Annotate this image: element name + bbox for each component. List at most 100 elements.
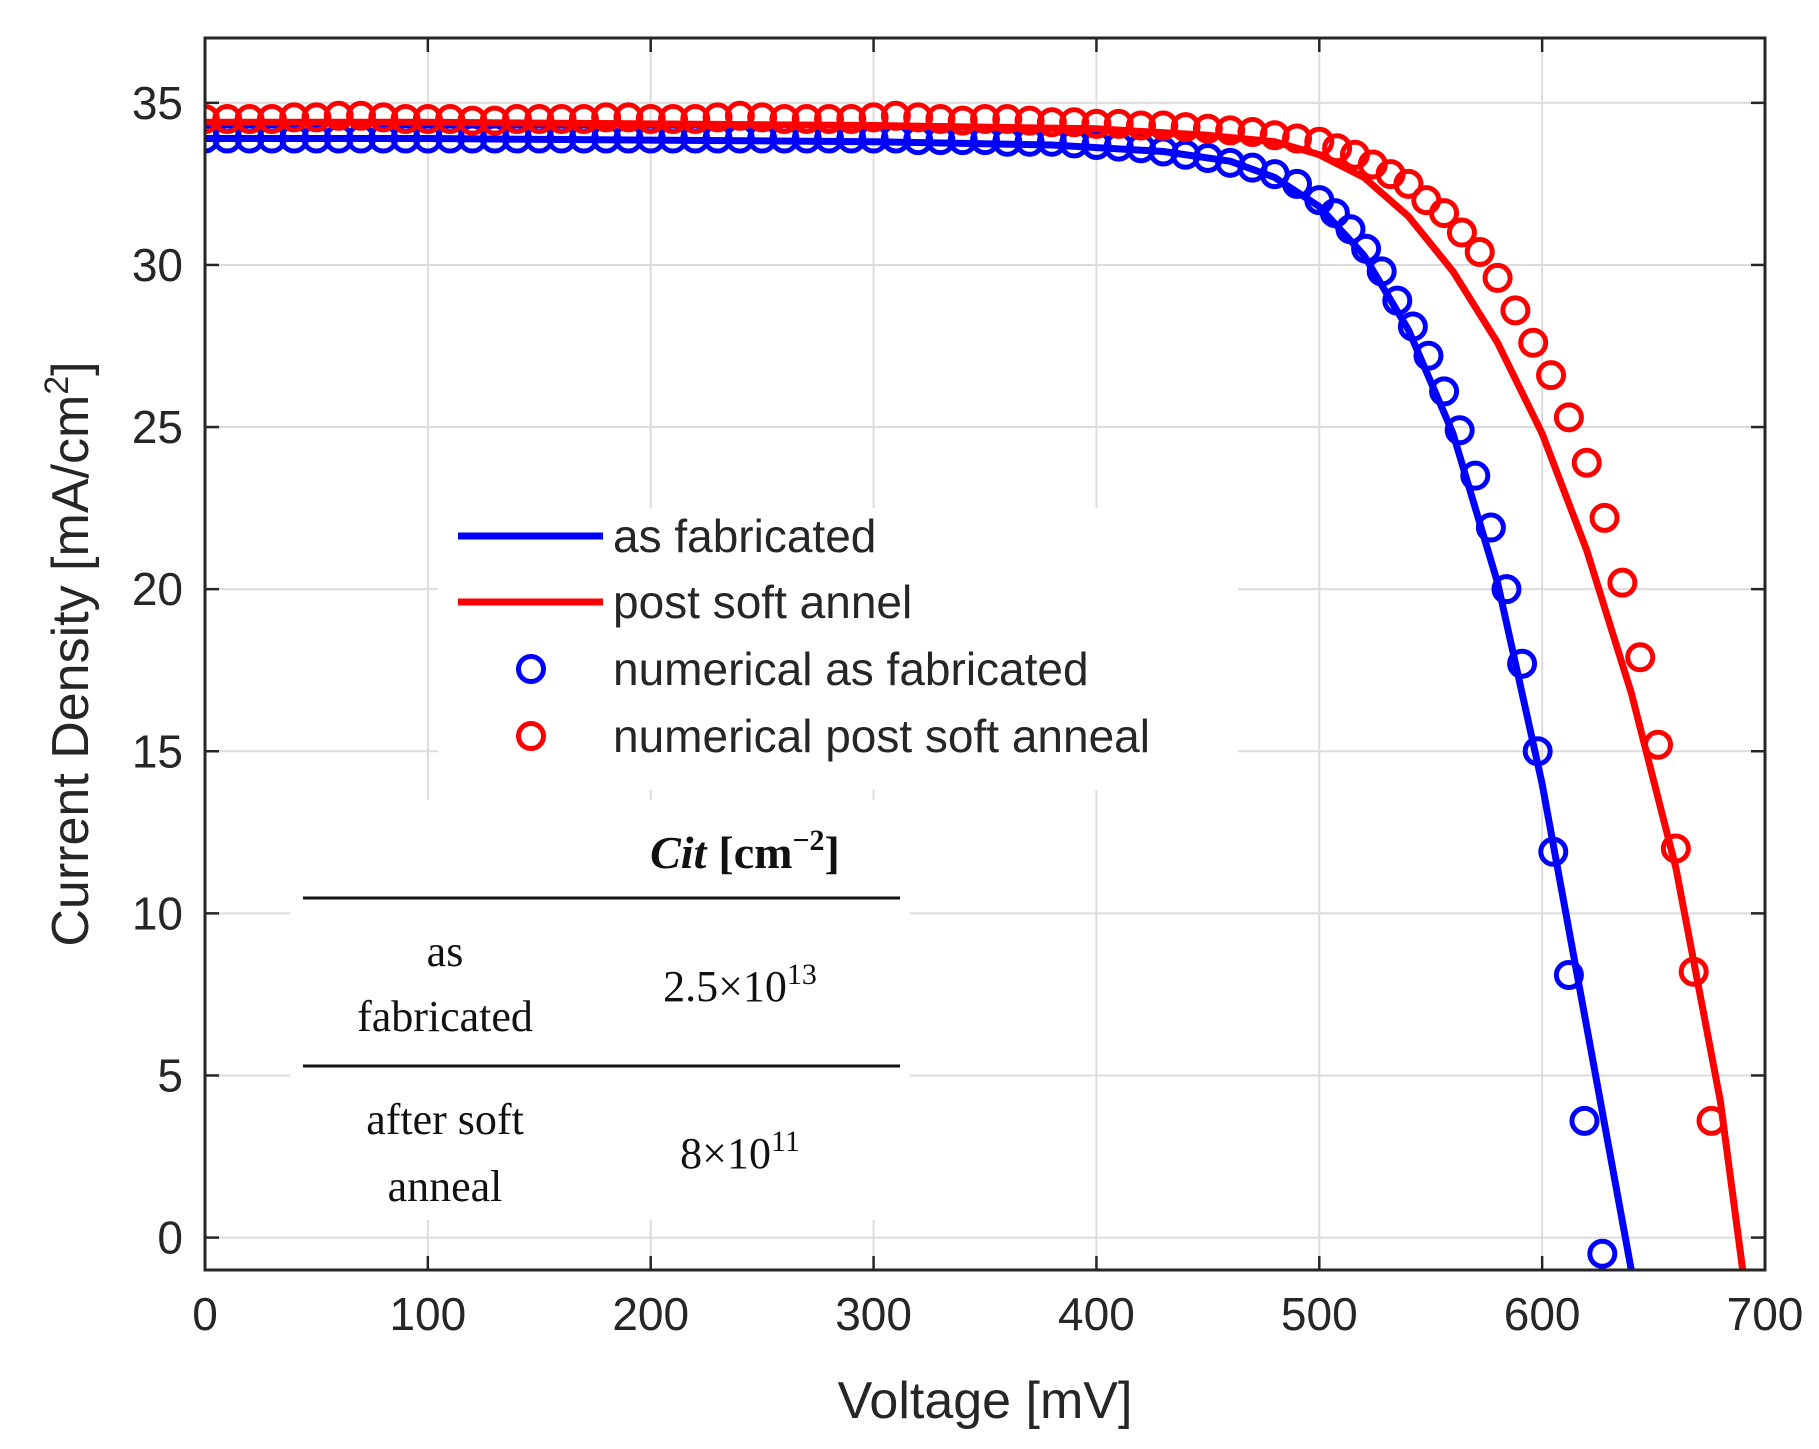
cit-value-exponent: 11: [771, 1125, 800, 1158]
data-point: [858, 102, 889, 133]
data-point: [1553, 402, 1584, 433]
data-point: [680, 104, 711, 135]
legend-background: [438, 508, 1238, 790]
data-point: [1036, 107, 1067, 138]
data-point: [635, 104, 666, 135]
data-point: [1103, 108, 1134, 139]
data-point: [992, 104, 1023, 135]
data-point: [947, 105, 978, 136]
y-tick-label: 5: [157, 1049, 183, 1101]
y-tick-label: 20: [132, 563, 183, 615]
series-line-post-soft-annel: [205, 118, 1747, 1270]
data-point: [1081, 108, 1112, 139]
data-point: [1553, 959, 1584, 990]
data-point: [568, 104, 599, 135]
data-point: [368, 102, 399, 133]
data-point: [1518, 327, 1549, 358]
y-tick-label: 15: [132, 725, 183, 777]
data-point: [1589, 502, 1620, 533]
cit-table: Cit [cm−2] as fabricated 2.5×1013 after s…: [290, 800, 910, 1220]
legend-label-numerical-as-fabricated: numerical as fabricated: [613, 643, 1089, 695]
data-point: [1393, 168, 1424, 199]
data-point: [1569, 1105, 1600, 1136]
data-point: [1429, 198, 1460, 229]
legend-label-as-fabricated: as fabricated: [613, 510, 876, 562]
y-tick-label: 30: [132, 239, 183, 291]
data-point: [1607, 567, 1638, 598]
data-point: [1500, 295, 1531, 326]
data-point: [769, 104, 800, 135]
cit-table-row-label-line2: anneal: [388, 1162, 503, 1211]
cit-table-background: [290, 800, 910, 1220]
data-point: [724, 100, 755, 131]
y-tick-label: 25: [132, 401, 183, 453]
x-tick-label: 300: [835, 1288, 912, 1340]
x-tick-label: 400: [1058, 1288, 1135, 1340]
data-point: [1507, 648, 1538, 679]
series-numerical-post-soft-anneal: [205, 100, 1727, 1136]
x-tick-label: 700: [1727, 1288, 1804, 1340]
cit-table-row-label-line1: as: [427, 927, 464, 976]
data-point: [747, 102, 778, 133]
cit-table-header-unit: [cm: [718, 827, 792, 878]
data-point: [1014, 105, 1045, 136]
cit-table-header-symbol: Cit: [650, 827, 707, 878]
data-point: [301, 102, 332, 133]
data-point: [346, 100, 376, 131]
series-layer: [205, 100, 1747, 1270]
legend-label-numerical-post-soft-anneal: numerical post soft anneal: [613, 710, 1150, 762]
data-point: [1464, 236, 1495, 267]
data-point: [591, 102, 622, 133]
y-tick-label: 35: [132, 77, 183, 129]
y-axis-label-end: ]: [42, 361, 100, 375]
cit-value-base: 2.5×10: [663, 962, 787, 1011]
x-axis-label: Voltage [mV]: [838, 1372, 1133, 1430]
cit-value-base: 8×10: [680, 1129, 771, 1178]
legend-marker-numerical-post-soft-anneal: [516, 721, 546, 751]
y-axis-label-superscript: 2: [38, 376, 76, 395]
data-point: [1170, 112, 1201, 143]
data-point: [1215, 115, 1246, 146]
legend: as fabricated post soft annel numerical …: [438, 508, 1238, 790]
data-point: [502, 104, 532, 135]
data-point: [903, 102, 934, 133]
data-point: [1148, 110, 1179, 141]
y-tick-label: 0: [157, 1212, 183, 1264]
x-tick-label: 500: [1281, 1288, 1358, 1340]
cit-table-row-label-line2: fabricated: [357, 992, 533, 1041]
legend-label-post-soft-annel: post soft annel: [613, 576, 912, 628]
data-point: [658, 104, 688, 135]
cit-table-header-end: ]: [825, 827, 840, 878]
data-point: [791, 104, 822, 135]
cit-table-row-label-line1: after soft: [366, 1095, 524, 1144]
series-line-as-fabricated: [205, 135, 1635, 1270]
axis-ticks: 0 100 200 300 400 500 600 700 0 5 10 15 20 25 30 35: [132, 38, 1804, 1340]
data-point: [836, 104, 867, 135]
y-axis-label: Current Density [mA/cm2]: [38, 361, 100, 946]
data-point: [970, 104, 1000, 135]
data-point: [524, 104, 555, 135]
x-tick-label: 0: [192, 1288, 218, 1340]
y-tick-label: 10: [132, 887, 183, 939]
data-point: [1536, 360, 1567, 391]
data-point: [1126, 110, 1156, 141]
data-point: [702, 102, 733, 133]
data-point: [814, 104, 844, 135]
plot-frame: [203, 36, 1767, 1272]
data-point: [546, 104, 577, 135]
data-point: [1059, 107, 1090, 138]
cit-table-row-value: 2.5×1013: [663, 958, 817, 1011]
data-point: [1192, 113, 1223, 144]
cit-table-header: Cit [cm−2]: [650, 824, 840, 878]
data-point: [1482, 262, 1513, 293]
y-axis-label-main: Current Density [mA/cm: [42, 395, 100, 947]
cit-table-header-superscript: −2: [792, 824, 824, 857]
cit-table-row-value: 8×1011: [680, 1125, 800, 1178]
x-tick-label: 600: [1504, 1288, 1581, 1340]
data-point: [1491, 574, 1522, 605]
x-tick-label: 200: [612, 1288, 689, 1340]
data-point: [323, 100, 354, 131]
data-point: [613, 102, 644, 133]
data-point: [1625, 642, 1656, 673]
